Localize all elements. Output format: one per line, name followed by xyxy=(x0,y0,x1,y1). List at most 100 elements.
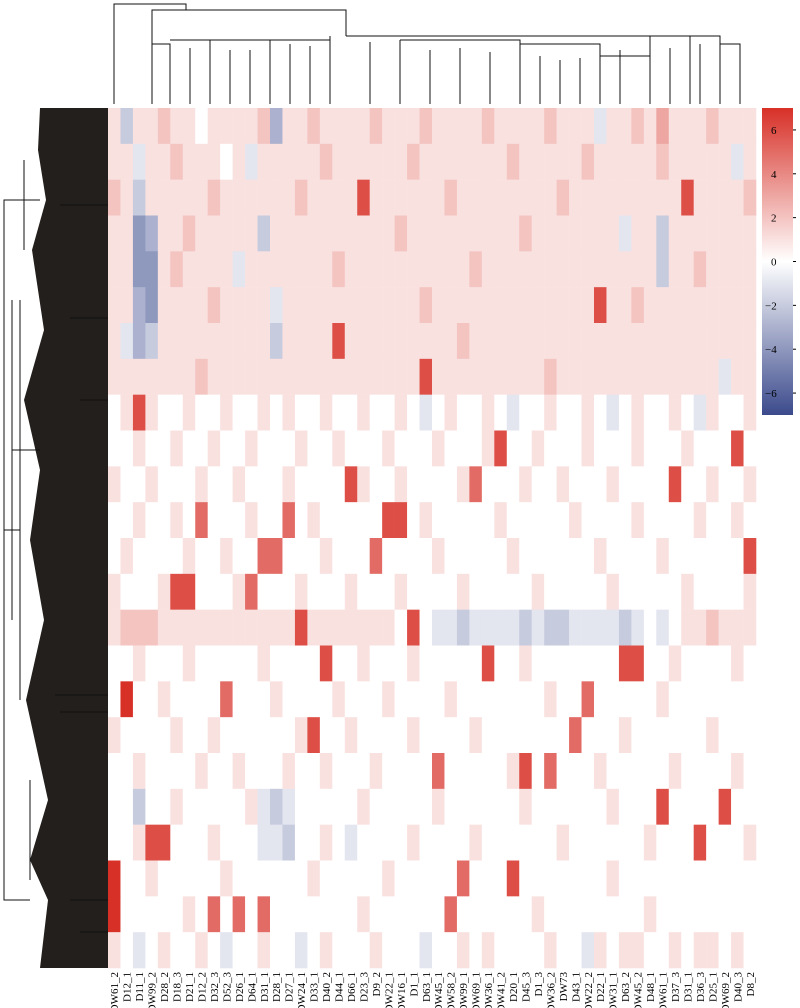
cell xyxy=(382,358,395,395)
cell xyxy=(731,932,744,969)
cell xyxy=(531,108,545,145)
cell xyxy=(332,717,346,754)
cell xyxy=(519,394,532,431)
cell xyxy=(319,932,333,969)
column-label: D12_1 xyxy=(122,972,134,1002)
cell xyxy=(182,251,196,288)
cell xyxy=(531,824,545,861)
cell xyxy=(731,108,744,145)
cell xyxy=(456,358,470,395)
cell xyxy=(294,394,308,431)
cell xyxy=(220,609,233,646)
cell xyxy=(419,251,433,288)
cell xyxy=(195,323,208,360)
cell xyxy=(419,179,433,216)
cell xyxy=(693,860,707,897)
cell xyxy=(594,609,607,646)
cell xyxy=(569,824,582,861)
cell xyxy=(494,108,508,145)
cell xyxy=(220,824,233,861)
cell xyxy=(643,860,657,897)
cell xyxy=(195,358,208,395)
cell xyxy=(494,215,508,252)
cell xyxy=(693,681,707,718)
cell xyxy=(606,323,620,360)
cell xyxy=(332,502,346,539)
cell xyxy=(282,287,296,324)
cell xyxy=(132,717,146,754)
cell xyxy=(432,215,445,252)
cell xyxy=(606,824,620,861)
cell xyxy=(581,824,595,861)
cell xyxy=(743,430,757,467)
cell xyxy=(182,788,196,825)
cell xyxy=(207,143,221,180)
cell xyxy=(656,466,670,503)
cell xyxy=(469,860,483,897)
cell xyxy=(469,466,483,503)
cell xyxy=(681,681,694,718)
cell xyxy=(456,323,470,360)
cell xyxy=(743,645,757,682)
cell xyxy=(743,358,757,395)
cell xyxy=(344,251,358,288)
cell xyxy=(594,215,607,252)
cell xyxy=(706,538,719,575)
cell xyxy=(556,609,570,646)
cell xyxy=(407,287,420,324)
column-label: D32_3 xyxy=(209,972,221,1002)
cell xyxy=(369,609,383,646)
cell xyxy=(456,717,470,754)
cell xyxy=(643,609,657,646)
cell xyxy=(656,108,670,145)
colorbar-tick-label: 4 xyxy=(771,169,777,181)
cell xyxy=(182,323,196,360)
cell xyxy=(132,215,146,252)
cell xyxy=(531,896,545,933)
cell xyxy=(581,358,595,395)
cell xyxy=(332,358,346,395)
cell xyxy=(494,251,508,288)
cell xyxy=(556,143,570,180)
cell xyxy=(643,287,657,324)
cell xyxy=(157,251,171,288)
cell xyxy=(631,323,645,360)
cell xyxy=(444,717,458,754)
cell xyxy=(282,609,296,646)
cell xyxy=(519,824,532,861)
cell xyxy=(618,573,632,610)
cell xyxy=(195,251,208,288)
cell xyxy=(556,538,570,575)
cell xyxy=(195,108,208,145)
cell xyxy=(681,932,694,969)
cell xyxy=(282,645,296,682)
cell xyxy=(631,179,645,216)
cell xyxy=(394,538,408,575)
cell xyxy=(195,538,208,575)
cell xyxy=(232,215,246,252)
cell xyxy=(444,860,458,897)
column-label: D40_2 xyxy=(321,972,333,1002)
cell xyxy=(544,143,557,180)
cell xyxy=(556,108,570,145)
cell xyxy=(257,108,271,145)
cell xyxy=(195,430,208,467)
cell xyxy=(257,502,271,539)
cell xyxy=(157,538,171,575)
cell xyxy=(544,179,557,216)
cell xyxy=(706,179,719,216)
cell xyxy=(357,609,370,646)
cell xyxy=(195,932,208,969)
cell xyxy=(481,753,495,790)
cell xyxy=(257,645,271,682)
cell xyxy=(706,896,719,933)
cell xyxy=(506,645,520,682)
cell xyxy=(731,430,744,467)
cell xyxy=(656,430,670,467)
cell xyxy=(332,466,346,503)
cell xyxy=(519,502,532,539)
cell xyxy=(344,681,358,718)
cell xyxy=(207,394,221,431)
cell xyxy=(132,394,146,431)
column-label: D31_1 xyxy=(682,972,694,1002)
